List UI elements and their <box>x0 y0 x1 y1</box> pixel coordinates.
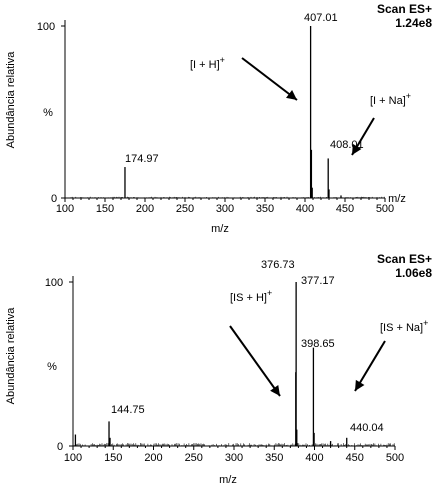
spectrum-plot-bottom: 100 150 200 250 300 350 400 450 5001000%m/z144.7… <box>45 259 429 486</box>
peak-label: 376.73 <box>261 259 295 271</box>
x-axis-label: m/z <box>211 223 229 235</box>
spectrum-chart-bottom: Abundância relativa Scan ES+ 1.06e8 100 1… <box>0 246 440 492</box>
scan-mode: Scan ES+ <box>376 252 432 266</box>
arrowhead <box>352 143 362 155</box>
y-tick-label: 100 <box>37 21 55 33</box>
x-tick-label: 500 <box>376 203 394 215</box>
x-tick-label: 250 <box>185 452 203 464</box>
x-tick-label: 300 <box>216 203 234 215</box>
scan-intensity: 1.06e8 <box>395 266 432 280</box>
peak-label: 144.75 <box>111 404 145 416</box>
x-tick-label: 400 <box>305 452 323 464</box>
ion-annotation: [I + H]+ <box>190 55 225 71</box>
annotation-arrow <box>241 57 298 101</box>
x-tick-label: 250 <box>176 203 194 215</box>
y-tick-label: 100 <box>45 277 63 289</box>
peak-label: 440.04 <box>350 422 384 434</box>
ion-charge-superscript: + <box>220 55 225 65</box>
ion-charge-superscript: + <box>267 288 272 298</box>
y-percent-label: % <box>43 107 53 119</box>
x-tick-label: 350 <box>256 203 274 215</box>
spectrum-plot-top: 100 150 200 250 300 350 400 450 5001000%m/zm/z17… <box>37 12 411 235</box>
y-percent-label: % <box>47 361 57 373</box>
x-tick-label: 200 <box>144 452 162 464</box>
peak-label: 398.65 <box>301 338 335 350</box>
ion-annotation: [IS + H]+ <box>230 288 272 304</box>
x-tick-label: 400 <box>296 203 314 215</box>
x-tick-label: 100 <box>56 203 74 215</box>
ion-charge-superscript: + <box>423 318 428 328</box>
x-tick-label: 150 <box>96 203 114 215</box>
scan-mode: Scan ES+ <box>376 2 432 16</box>
x-tick-label: 100 <box>64 452 82 464</box>
ion-annotation: [I + Na]+ <box>370 91 411 107</box>
x-tick-label: 300 <box>225 452 243 464</box>
y-tick-label: 0 <box>57 441 63 453</box>
scan-title: Scan ES+ 1.06e8 <box>377 252 432 280</box>
baseline-noise <box>64 196 385 198</box>
x-tick-label: 200 <box>136 203 154 215</box>
baseline-noise <box>72 443 395 446</box>
ion-charge-superscript: + <box>406 91 411 101</box>
peak-label: 174.97 <box>125 153 159 165</box>
x-tick-label: 450 <box>346 452 364 464</box>
peak-label: 407.01 <box>304 12 338 24</box>
arrowhead <box>286 89 297 100</box>
y-tick-label: 0 <box>51 193 57 205</box>
scan-title: Scan ES+ 1.24e8 <box>377 2 432 30</box>
arrowhead <box>355 379 365 391</box>
spectrum-chart-top: Abundância relativa Scan ES+ 1.24e8 100 1… <box>5 2 432 235</box>
x-tick-label: 450 <box>336 203 354 215</box>
annotation-arrow <box>229 325 281 397</box>
peak-label: 377.17 <box>301 275 335 287</box>
arrowhead <box>270 384 280 396</box>
x-axis-label: m/z <box>219 474 237 486</box>
x-axis-end-label: m/z <box>388 193 406 205</box>
x-tick-label: 350 <box>265 452 283 464</box>
x-tick-label: 500 <box>386 452 404 464</box>
x-tick-label: 150 <box>104 452 122 464</box>
ion-annotation: [IS + Na]+ <box>380 318 428 334</box>
scan-intensity: 1.24e8 <box>395 16 432 30</box>
